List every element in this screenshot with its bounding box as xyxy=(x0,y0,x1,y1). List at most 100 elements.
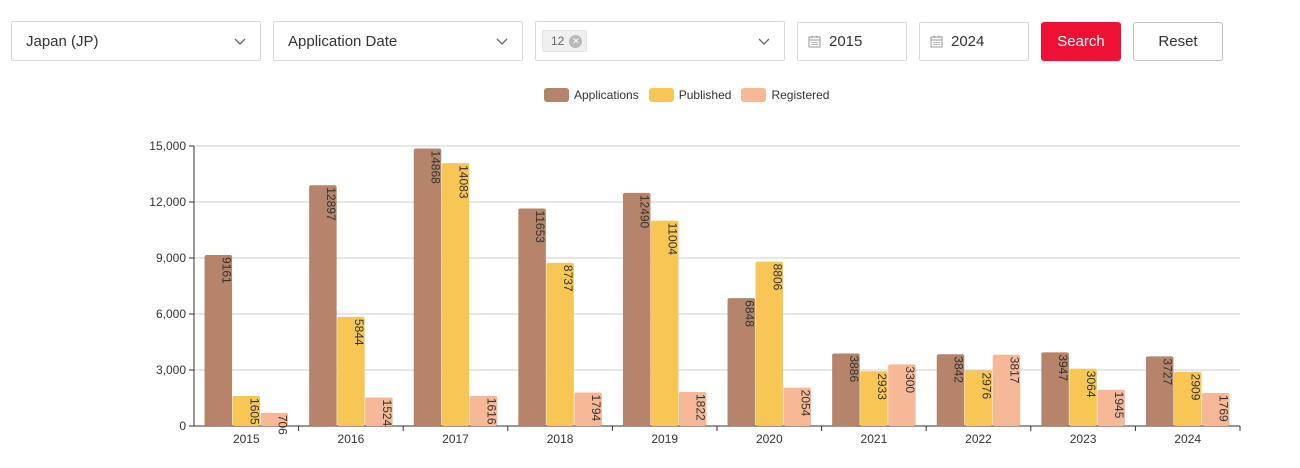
bar-published[interactable] xyxy=(755,261,784,426)
x-tick-label: 2016 xyxy=(338,432,365,446)
legend-label-published: Published xyxy=(678,88,732,102)
bar-registered[interactable] xyxy=(574,392,602,426)
bar-published[interactable] xyxy=(860,371,888,426)
y-tick-label: 9,000 xyxy=(156,251,186,265)
legend-label-registered: Registered xyxy=(771,88,830,102)
bar-applications[interactable] xyxy=(727,298,756,426)
legend-swatch-applications xyxy=(544,88,569,102)
data-label: 2909 xyxy=(1189,374,1203,401)
chart-legend: Applications Published Registered xyxy=(544,88,829,102)
chevron-down-icon xyxy=(758,38,770,45)
bar-registered[interactable] xyxy=(1097,389,1125,426)
bar-published[interactable] xyxy=(546,262,574,426)
bar-registered[interactable] xyxy=(469,395,498,426)
bar-applications[interactable] xyxy=(622,192,651,426)
bar-published[interactable] xyxy=(337,316,365,426)
y-tick-label: 6,000 xyxy=(156,307,186,321)
x-tick-label: 2023 xyxy=(1070,432,1097,446)
country-select[interactable]: Japan (JP) xyxy=(11,21,261,61)
start-year-input[interactable]: 2015 xyxy=(797,22,907,61)
bar-published[interactable] xyxy=(1069,368,1097,426)
x-tick-label: 2022 xyxy=(965,432,992,446)
x-tick-label: 2020 xyxy=(756,432,783,446)
bar-published[interactable] xyxy=(441,163,470,426)
x-tick-label: 2019 xyxy=(651,432,678,446)
bar-applications[interactable] xyxy=(413,148,442,427)
data-label: 8737 xyxy=(561,265,575,292)
y-tick-label: 3,000 xyxy=(156,363,186,377)
bar-applications[interactable] xyxy=(1041,352,1069,426)
data-label: 706 xyxy=(275,415,289,435)
data-label: 1794 xyxy=(589,395,603,422)
bar-applications[interactable] xyxy=(204,254,233,426)
bar-applications[interactable] xyxy=(1145,356,1174,426)
bar-registered[interactable] xyxy=(365,397,393,426)
data-label: 5844 xyxy=(352,319,366,346)
bar-applications[interactable] xyxy=(309,185,337,426)
bar-registered[interactable] xyxy=(992,354,1021,426)
start-year-value: 2015 xyxy=(829,33,863,50)
end-year-value: 2024 xyxy=(951,33,985,50)
chevron-down-icon xyxy=(234,38,246,45)
search-button[interactable]: Search xyxy=(1041,22,1121,61)
data-label: 6848 xyxy=(742,300,756,327)
bar-registered[interactable] xyxy=(888,364,916,426)
bar-published[interactable] xyxy=(1173,371,1202,426)
bar-applications[interactable] xyxy=(518,208,546,426)
data-label: 3817 xyxy=(1008,357,1022,384)
data-label: 2976 xyxy=(980,372,994,399)
data-label: 1769 xyxy=(1217,395,1231,422)
data-label: 9161 xyxy=(219,257,233,284)
data-label: 8806 xyxy=(770,264,784,291)
end-year-input[interactable]: 2024 xyxy=(919,22,1029,61)
data-label: 12897 xyxy=(324,187,338,221)
bar-applications[interactable] xyxy=(832,353,860,426)
legend-label-applications: Applications xyxy=(574,88,639,102)
data-label: 1524 xyxy=(380,400,394,427)
country-select-value: Japan (JP) xyxy=(26,32,99,50)
selected-tag: 12 ✕ xyxy=(542,30,588,52)
bar-published[interactable] xyxy=(964,370,993,426)
bar-registered[interactable] xyxy=(260,412,289,426)
bar-registered[interactable] xyxy=(783,387,812,426)
calendar-icon xyxy=(930,35,943,48)
tag-remove-icon[interactable]: ✕ xyxy=(569,34,583,48)
bar-published[interactable] xyxy=(232,396,261,426)
data-label: 2054 xyxy=(798,390,812,417)
x-tick-label: 2021 xyxy=(861,432,888,446)
filter-toolbar: Japan (JP) Application Date 12 ✕ 2015 20… xyxy=(0,0,1300,80)
y-tick-label: 0 xyxy=(179,419,186,433)
chevron-down-icon xyxy=(496,38,508,45)
data-label: 2933 xyxy=(875,373,889,400)
data-label: 1945 xyxy=(1112,392,1126,419)
data-label: 3727 xyxy=(1161,358,1175,385)
data-label: 11653 xyxy=(533,210,547,243)
legend-swatch-published xyxy=(648,88,674,102)
bar-applications[interactable] xyxy=(936,354,965,426)
legend-item-applications[interactable]: Applications xyxy=(544,88,639,102)
bar-registered[interactable] xyxy=(1201,392,1230,426)
legend-swatch-registered xyxy=(741,88,767,102)
bar-published[interactable] xyxy=(650,220,679,426)
data-label: 3300 xyxy=(903,366,917,393)
data-label: 12490 xyxy=(638,195,652,229)
reset-button[interactable]: Reset xyxy=(1133,22,1223,61)
data-label: 1616 xyxy=(485,398,499,425)
selected-tag-label: 12 xyxy=(551,34,565,48)
legend-item-published[interactable]: Published xyxy=(648,88,732,102)
x-tick-label: 2017 xyxy=(442,432,469,446)
x-tick-label: 2018 xyxy=(547,432,574,446)
legend-item-registered[interactable]: Registered xyxy=(741,88,829,102)
calendar-icon xyxy=(808,35,821,48)
y-tick-label: 12,000 xyxy=(149,195,186,209)
date-type-select-value: Application Date xyxy=(288,32,398,50)
data-label: 1822 xyxy=(694,394,708,421)
data-label: 3947 xyxy=(1056,354,1070,381)
date-type-select[interactable]: Application Date xyxy=(273,21,523,61)
multi-tag-select[interactable]: 12 ✕ xyxy=(535,21,785,61)
bar-registered[interactable] xyxy=(678,391,707,426)
data-label: 3886 xyxy=(847,355,861,382)
data-label: 3064 xyxy=(1084,371,1098,398)
x-tick-label: 2015 xyxy=(233,432,260,446)
